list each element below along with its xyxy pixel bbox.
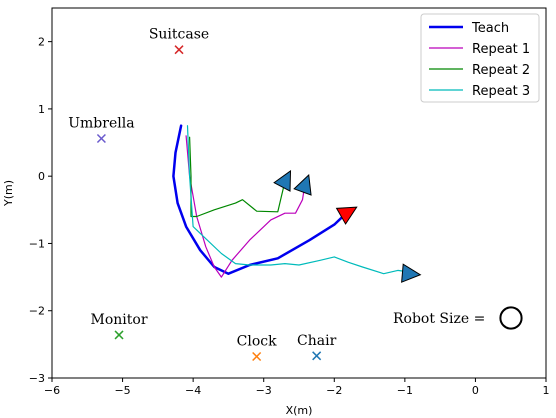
legend-entry: Teach — [471, 21, 509, 36]
landmark-monitor: Monitor — [91, 312, 148, 340]
end-marker-group — [273, 169, 292, 192]
robot-size-circle — [499, 306, 523, 330]
landmark-umbrella: Umbrella — [68, 116, 135, 144]
landmark-label: Chair — [297, 333, 337, 349]
landmark-marker — [114, 330, 124, 340]
legend-entry: Repeat 1 — [472, 42, 530, 57]
y-tick-label: 1 — [38, 103, 45, 116]
x-tick-label: −1 — [397, 384, 413, 397]
x-tick-label: 0 — [472, 384, 479, 397]
landmark-label: Suitcase — [149, 27, 209, 43]
series-line-repeat-3 — [186, 125, 413, 275]
landmark-label: Umbrella — [68, 116, 134, 132]
y-axis-label: Y(m) — [2, 180, 15, 207]
x-tick-label: −5 — [114, 384, 130, 397]
y-tick-label: −3 — [29, 372, 45, 385]
x-axis-label: X(m) — [286, 404, 313, 417]
series-layer — [172, 124, 413, 278]
end-marker — [293, 173, 312, 196]
x-tick-label: −3 — [256, 384, 272, 397]
y-tick-label: −2 — [29, 305, 45, 318]
landmark-marker — [312, 351, 322, 361]
end-marker — [401, 263, 422, 283]
landmark-label: Clock — [237, 333, 277, 349]
legend-box — [420, 13, 540, 103]
landmark-marker — [96, 133, 106, 144]
landmark-suitcase: Suitcase — [149, 27, 209, 55]
end-marker-group — [335, 206, 358, 225]
legend-entry: Repeat 2 — [472, 63, 530, 78]
x-tick-label: −6 — [44, 384, 60, 397]
y-tick-label: −1 — [29, 237, 45, 250]
x-tick-label: 1 — [543, 384, 550, 397]
landmark-label: Monitor — [91, 312, 148, 328]
end-marker-group — [401, 263, 422, 283]
end-marker-group — [293, 173, 312, 196]
legend: Teach Repeat 1 Repeat 2 Repeat 3 — [420, 13, 540, 103]
legend-entry: Repeat 3 — [472, 84, 530, 99]
landmark-marker — [252, 351, 262, 362]
landmark-chair: Chair — [297, 333, 337, 361]
x-tick-label: −2 — [326, 384, 342, 397]
end-marker — [335, 206, 358, 225]
landmark-clock: Clock — [237, 333, 277, 362]
y-tick-label: 2 — [38, 36, 45, 49]
robot-size-label: Robot Size = — [393, 311, 485, 327]
end-marker-layer — [273, 169, 422, 283]
axis-ticks: −6 −5 −4 −3 −2 −1 0 1 −3 −2 −1 0 1 2 — [29, 36, 550, 397]
landmark-layer: Suitcase Umbrella Monitor Clock Chair — [68, 27, 337, 362]
end-marker — [273, 169, 292, 192]
y-tick-label: 0 — [38, 170, 45, 183]
x-tick-label: −4 — [185, 384, 201, 397]
landmark-marker — [174, 45, 184, 55]
robot-size-indicator: Robot Size = — [393, 306, 523, 330]
